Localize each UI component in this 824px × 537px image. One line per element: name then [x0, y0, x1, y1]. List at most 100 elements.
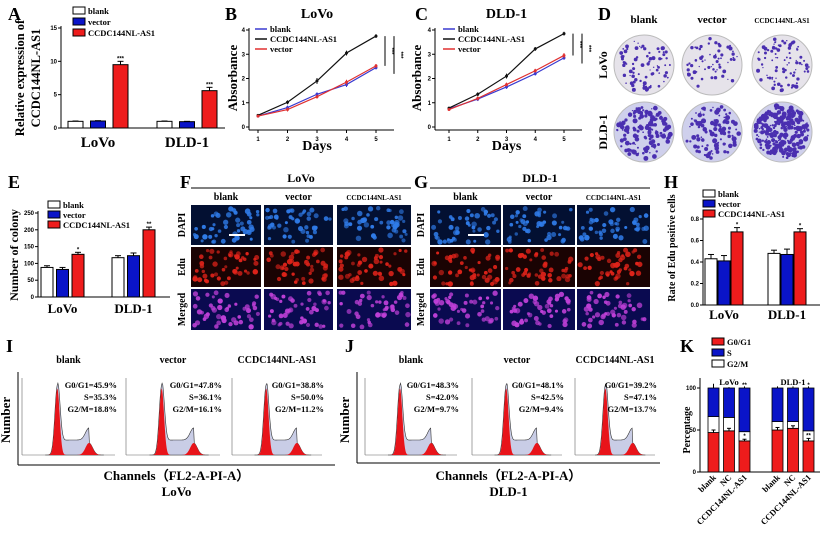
cell-nucleus [311, 225, 318, 231]
colony [643, 155, 649, 161]
colony [660, 46, 665, 51]
colony [710, 65, 712, 68]
cell-nucleus [233, 254, 238, 258]
cell-nucleus [346, 309, 352, 314]
colony [760, 126, 764, 129]
colony [700, 121, 704, 124]
phase-stat: S=50.0% [291, 392, 324, 402]
cell-nucleus [589, 290, 594, 295]
microscopy-image-merged [503, 289, 575, 330]
cell-nucleus [509, 309, 514, 314]
cell-nucleus [309, 267, 315, 273]
cell-nucleus [231, 237, 237, 243]
cell-nucleus [546, 308, 552, 314]
cell-nucleus [616, 269, 622, 275]
colony [723, 150, 727, 154]
colony [765, 131, 769, 136]
cell-nucleus [508, 235, 512, 239]
colony [757, 138, 762, 144]
colony [634, 136, 640, 142]
cell-nucleus [267, 215, 272, 220]
cell-nucleus [587, 323, 593, 329]
colony [721, 74, 725, 78]
cell-nucleus [487, 274, 493, 280]
cell-nucleus [589, 217, 593, 222]
cell-nucleus [561, 273, 567, 279]
cell-nucleus [283, 227, 289, 233]
cell-nucleus [537, 207, 542, 213]
cell-nucleus [327, 301, 331, 305]
cell-nucleus [314, 322, 319, 328]
cell-nucleus [288, 208, 293, 213]
cell-nucleus [309, 235, 313, 239]
colony [788, 62, 790, 64]
colony [790, 120, 796, 126]
cell-nucleus [226, 276, 231, 281]
colony [719, 105, 724, 109]
colony [624, 140, 630, 146]
colony [787, 113, 789, 116]
colony [788, 52, 791, 55]
cell-nucleus [447, 270, 453, 275]
colony [771, 86, 775, 91]
cell-nucleus [265, 207, 270, 213]
cell-nucleus [387, 232, 393, 239]
y-tick-label: 10 [50, 59, 57, 65]
cell-nucleus [402, 229, 407, 234]
data-point [505, 85, 508, 89]
cell-nucleus [549, 303, 554, 308]
colony [796, 133, 801, 139]
cell-nucleus [308, 278, 314, 284]
cell-nucleus [224, 307, 230, 313]
cell-nucleus [613, 306, 617, 310]
cell-nucleus [275, 297, 280, 302]
legend-label: blank [88, 6, 109, 16]
cell-nucleus [438, 318, 444, 324]
cell-nucleus [480, 207, 486, 212]
colony [636, 134, 639, 138]
cell-nucleus [253, 260, 259, 266]
cell-nucleus [220, 238, 226, 244]
colony [781, 109, 784, 112]
colony [763, 56, 767, 60]
cell-nucleus [477, 260, 481, 265]
cell-nucleus [621, 302, 628, 309]
colony [766, 140, 770, 144]
colony [766, 127, 769, 131]
cell-nucleus [609, 270, 613, 274]
colony [631, 62, 635, 66]
y-tick-label: 0 [242, 125, 246, 131]
cell-nucleus [374, 217, 379, 222]
legend-label: blank [270, 24, 291, 34]
colony [657, 66, 660, 69]
colony [649, 151, 651, 154]
cell-nucleus [519, 319, 525, 325]
legend-swatch [711, 348, 725, 357]
colony [695, 46, 699, 50]
colony [662, 53, 666, 57]
colony [713, 119, 716, 122]
cell-nucleus [509, 222, 514, 227]
column-header: blank [214, 192, 239, 203]
colony [730, 119, 736, 124]
cell-nucleus [587, 265, 592, 271]
colony [797, 45, 800, 48]
cell-nucleus [480, 309, 485, 313]
cell-nucleus [249, 216, 253, 220]
colony [631, 87, 636, 92]
colony [664, 64, 667, 67]
colony [713, 54, 717, 59]
cell-nucleus [254, 294, 259, 299]
colony [727, 78, 729, 80]
colony [690, 64, 694, 68]
cell-nucleus [389, 304, 395, 310]
colony [652, 105, 658, 111]
colony [799, 55, 803, 59]
cell-nucleus [549, 251, 554, 256]
cell-nucleus [192, 322, 197, 328]
colony [714, 133, 718, 138]
legend-label: S [727, 348, 732, 358]
colony [700, 123, 705, 128]
cell-nucleus [535, 320, 540, 326]
